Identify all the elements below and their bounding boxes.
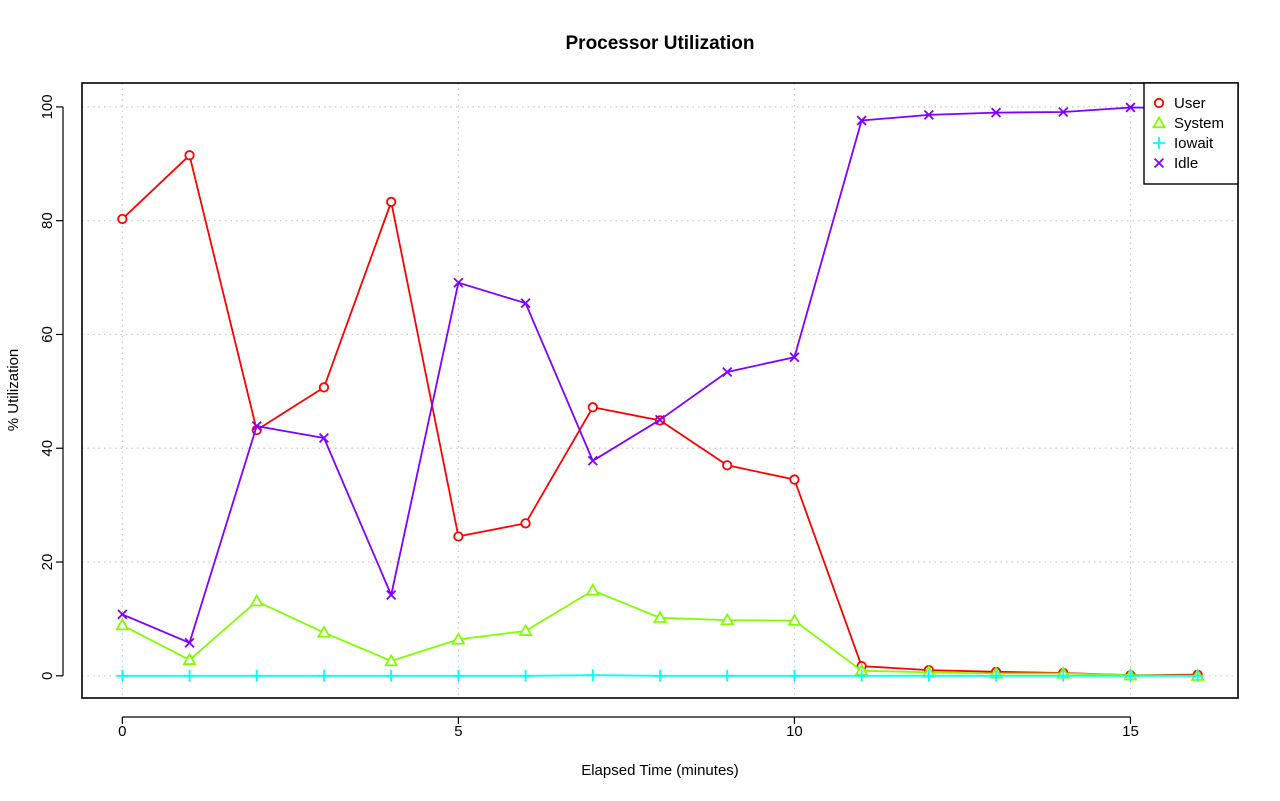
legend-label-system: System (1174, 115, 1224, 132)
y-axis-label: % Utilization (5, 349, 22, 432)
axes-layer: 0 5 10 15 0 20 40 60 80 100 (39, 94, 1139, 740)
legend-label-user: User (1174, 95, 1206, 112)
legend-marker-system (1151, 115, 1167, 129)
data-point-idle (991, 107, 1002, 118)
series-system (115, 583, 1205, 681)
y-tick-label: 100 (39, 94, 56, 119)
data-point-iowait (1057, 669, 1070, 682)
plot-frame (81, 82, 1239, 699)
legend-item-user: User (1153, 95, 1206, 112)
data-point-iowait (654, 669, 666, 682)
y-tick-label: 60 (39, 326, 56, 343)
data-point-idle (1125, 102, 1136, 113)
data-point-iowait (1191, 669, 1204, 682)
data-point-idle (923, 109, 934, 120)
data-point-user (184, 150, 195, 161)
x-tick-label: 15 (1122, 723, 1139, 740)
data-point-system (518, 623, 533, 636)
data-point-idle (386, 589, 397, 601)
data-point-iowait (116, 669, 129, 682)
data-point-iowait (452, 669, 465, 682)
data-point-user (722, 460, 733, 471)
data-point-idle (1058, 106, 1069, 118)
data-point-iowait (183, 669, 196, 682)
data-point-user (789, 474, 800, 485)
legend-item-system: System (1151, 115, 1224, 132)
data-point-idle (318, 432, 329, 444)
data-point-user (386, 196, 397, 208)
data-point-user (117, 213, 128, 225)
legend: User System Iowait Idle (1143, 82, 1239, 185)
data-point-iowait (721, 669, 734, 682)
y-tick-label: 40 (39, 440, 56, 457)
data-point-iowait (1124, 669, 1137, 682)
data-point-system (585, 583, 600, 596)
series-idle (117, 102, 1203, 648)
chart-title: Processor Utilization (566, 33, 755, 54)
data-point-system (787, 613, 802, 626)
data-point-idle (251, 421, 262, 432)
data-point-iowait (855, 669, 868, 682)
legend-label-iowait: Iowait (1174, 135, 1214, 152)
data-point-idle (856, 115, 867, 126)
data-point-idle (520, 298, 531, 309)
legend-item-iowait: Iowait (1153, 135, 1214, 152)
data-point-idle (789, 352, 800, 363)
data-point-user (453, 531, 464, 542)
data-point-system (115, 617, 130, 631)
data-point-system (249, 593, 264, 607)
data-point-iowait (385, 669, 398, 682)
data-point-iowait (250, 669, 263, 682)
x-tick-label: 10 (786, 723, 803, 740)
data-point-system (720, 612, 735, 626)
data-point-system (451, 631, 466, 645)
y-tick-label: 20 (39, 554, 56, 571)
data-point-system (384, 653, 399, 667)
data-point-iowait (922, 669, 935, 682)
x-tick-label: 5 (454, 723, 462, 740)
legend-marker-user (1153, 97, 1165, 109)
data-point-user (587, 402, 598, 413)
y-tick-label: 80 (39, 212, 56, 229)
data-point-idle (587, 455, 598, 466)
data-point-idle (654, 414, 666, 425)
series-iowait (116, 669, 1204, 682)
data-point-idle (722, 366, 733, 378)
legend-label-idle: Idle (1174, 155, 1198, 172)
data-point-user (318, 382, 330, 393)
x-tick-label: 0 (118, 723, 126, 740)
data-point-iowait (317, 669, 330, 682)
y-tick-label: 0 (39, 672, 56, 680)
legend-marker-idle (1153, 157, 1165, 169)
data-point-idle (117, 609, 128, 620)
data-point-user (520, 518, 531, 529)
legend-marker-iowait (1153, 137, 1165, 149)
data-point-idle (184, 637, 195, 648)
data-point-iowait (586, 669, 599, 682)
data-point-iowait (788, 669, 801, 682)
x-axis-label: Elapsed Time (minutes) (581, 762, 739, 779)
data-point-idle (453, 277, 464, 288)
legend-item-idle: Idle (1153, 155, 1198, 172)
data-point-system (316, 625, 332, 638)
series-layer (115, 102, 1205, 682)
data-point-iowait (990, 669, 1003, 682)
data-point-system (652, 610, 668, 623)
data-point-system (182, 652, 197, 665)
data-point-iowait (519, 669, 532, 682)
